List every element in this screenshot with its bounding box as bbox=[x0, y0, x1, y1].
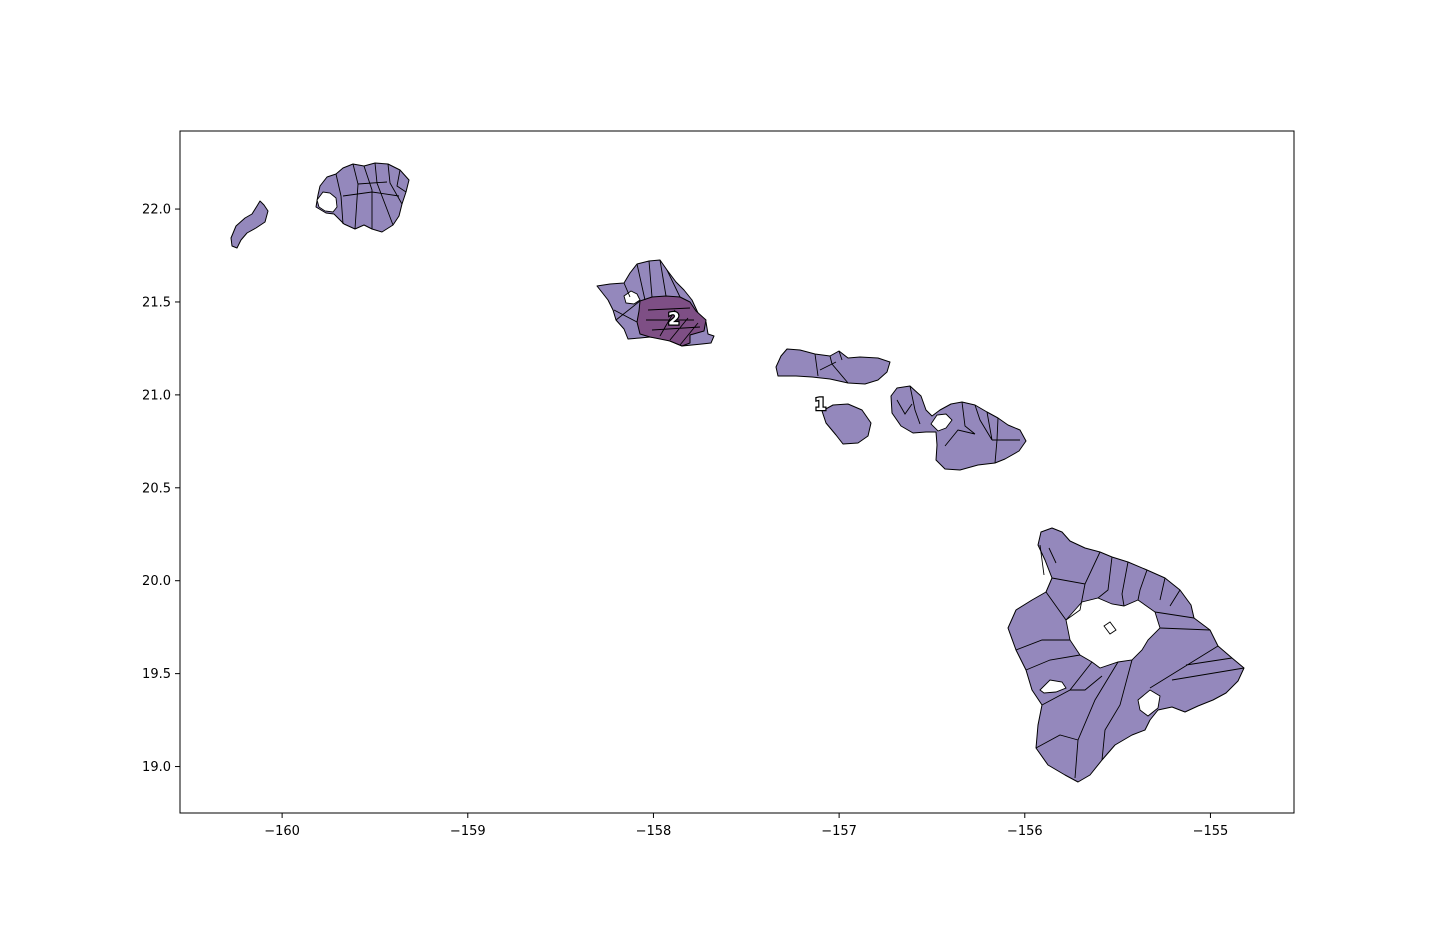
maui-hole bbox=[930, 413, 953, 432]
x-axis: −160 −159 −158 −157 −156 −155 bbox=[264, 813, 1228, 839]
oahu-hole bbox=[623, 290, 641, 305]
hawaii-saddle-hole bbox=[1065, 597, 1161, 669]
island-kauai bbox=[315, 162, 410, 233]
kauai-hole bbox=[316, 191, 338, 213]
hawaii-lake bbox=[1103, 621, 1117, 635]
y-tick-label: 21.5 bbox=[142, 295, 171, 310]
x-tick-label: −160 bbox=[264, 824, 300, 839]
hawaii-south-hole bbox=[1137, 689, 1161, 717]
island-kahoolawe bbox=[939, 476, 962, 489]
x-tick-label: −156 bbox=[1007, 824, 1043, 839]
y-tick-label: 22.0 bbox=[142, 203, 171, 218]
hawaii-boundaries bbox=[1015, 544, 1245, 779]
hawaii-small-hole bbox=[1039, 679, 1067, 694]
x-tick-label: −157 bbox=[821, 824, 857, 839]
maui-boundaries bbox=[896, 385, 1020, 464]
x-tick-label: −158 bbox=[636, 824, 672, 839]
y-tick-label: 19.5 bbox=[142, 667, 171, 682]
district-label-2: 2 bbox=[668, 310, 680, 330]
y-tick-label: 20.0 bbox=[142, 574, 171, 589]
molokai-boundaries bbox=[814, 350, 849, 384]
kauai-boundaries bbox=[335, 162, 407, 230]
island-molokai bbox=[775, 348, 891, 385]
y-tick-label: 19.0 bbox=[142, 760, 171, 775]
x-tick-label: −159 bbox=[450, 824, 486, 839]
island-niihau bbox=[230, 200, 269, 249]
oahu-boundaries bbox=[613, 259, 701, 346]
y-tick-label: 21.0 bbox=[142, 388, 171, 403]
district-labels: 12 bbox=[667, 308, 828, 416]
y-tick-label: 20.5 bbox=[142, 481, 171, 496]
islands-layer bbox=[230, 162, 1245, 783]
island-lanai bbox=[821, 403, 872, 445]
x-tick-label: −155 bbox=[1193, 824, 1229, 839]
y-axis: 19.0 19.5 20.0 20.5 21.0 21.5 22.0 bbox=[142, 203, 180, 775]
district-label-1: 1 bbox=[815, 395, 827, 415]
island-maui bbox=[890, 385, 1027, 471]
